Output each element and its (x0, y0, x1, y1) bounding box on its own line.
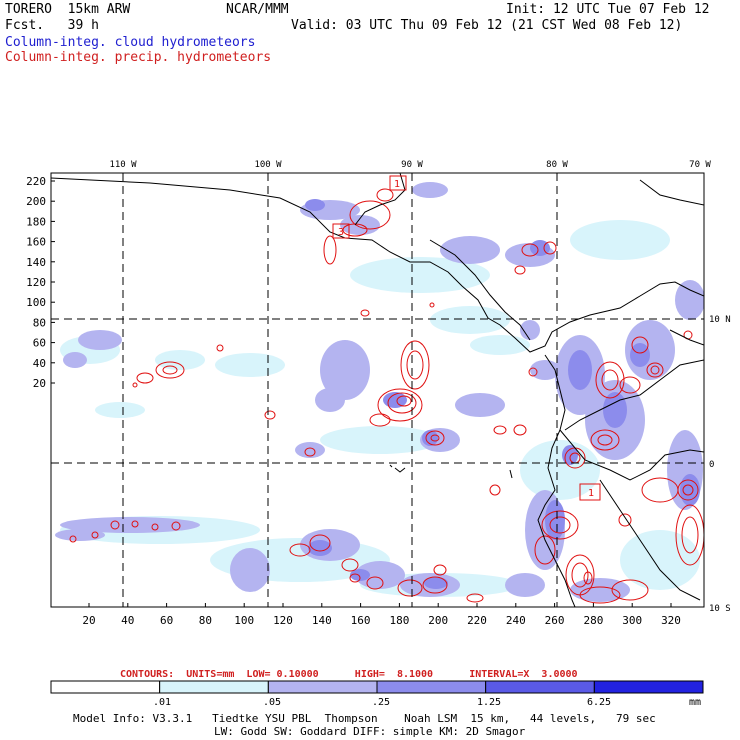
colorbar-segment (50, 680, 161, 694)
forecast-hour: Fcst. 39 h (5, 18, 99, 33)
y-tick-label: 200 (26, 195, 46, 208)
x-tick-label: 120 (273, 614, 293, 627)
colorbar-segment (159, 680, 269, 694)
x-tick-label: 240 (506, 614, 526, 627)
colorbar-segment (593, 680, 704, 694)
label-box-3 (332, 223, 350, 239)
colorbar-unit: mm (689, 697, 702, 708)
y-tick-label: 160 (26, 236, 46, 249)
lon-label: 110 W (109, 160, 137, 170)
cloud-shading (55, 182, 704, 602)
y-axis: 220 200 180 160 140 120 100 80 60 40 20 (26, 175, 46, 390)
x-tick-label: 180 (389, 614, 409, 627)
x-tick-label: 300 (622, 614, 642, 627)
model-info: Model Info: V3.3.1 Tiedtke YSU PBL Thomp… (73, 712, 656, 725)
box-label: 3 (338, 227, 344, 238)
x-tick-label: 20 (82, 614, 95, 627)
lon-label: 80 W (546, 160, 568, 170)
lat-label: 10 N (709, 315, 731, 325)
lon-label: 70 W (689, 160, 711, 170)
legend-precip: Column-integ. precip. hydrometeors (5, 50, 272, 65)
x-tick-label: 260 (545, 614, 565, 627)
colorbar-label: 6.25 (587, 697, 612, 708)
map-frame (50, 172, 705, 608)
lon-label: 100 W (254, 160, 282, 170)
y-tick-label: 100 (26, 296, 46, 309)
x-tick-label: 160 (351, 614, 371, 627)
lat-label: 10 S (709, 604, 731, 614)
y-tick-label: 180 (26, 215, 46, 228)
org-label: NCAR/MMM (226, 2, 289, 17)
precip-contours (69, 188, 704, 604)
y-tick-label: 140 (26, 256, 46, 269)
y-tick-label: 40 (33, 357, 46, 370)
y-tick-label: 220 (26, 175, 46, 188)
x-tick-label: 80 (199, 614, 212, 627)
legend-cloud: Column-integ. cloud hydrometeors (5, 35, 256, 50)
x-axis: 20 40 60 80 100 120 140 160 180 200 220 240 260 280 30… (82, 614, 681, 627)
lon-label: 90 W (401, 160, 423, 170)
x-tick-label: 220 (467, 614, 487, 627)
colorbar-label: .25 (372, 697, 391, 708)
box-label: 1 (394, 179, 400, 190)
contours-info: CONTOURS: UNITS=mm LOW= 0.10000 HIGH= 8.… (120, 669, 578, 680)
tick-marks (51, 180, 672, 607)
label-box-2 (579, 483, 601, 501)
model-info-2: LW: Godd SW: Goddard DIFF: simple KM: 2D… (214, 725, 526, 738)
colorbar (50, 680, 704, 694)
x-tick-label: 320 (661, 614, 681, 627)
colorbar-segment (376, 680, 487, 694)
x-tick-label: 60 (160, 614, 173, 627)
colorbar-label: .01 (153, 697, 172, 708)
colorbar-segment (485, 680, 595, 694)
x-tick-label: 140 (312, 614, 332, 627)
colorbar-segment (267, 680, 378, 694)
x-tick-label: 280 (583, 614, 603, 627)
box-label: 1 (588, 488, 594, 499)
valid-time: Valid: 03 UTC Thu 09 Feb 12 (21 CST Wed … (291, 18, 683, 33)
x-tick-label: 100 (234, 614, 254, 627)
x-tick-label: 40 (121, 614, 134, 627)
y-tick-label: 20 (33, 377, 46, 390)
model-title: TORERO 15km ARW (5, 2, 131, 17)
y-tick-label: 120 (26, 276, 46, 289)
y-tick-label: 60 (33, 337, 46, 350)
colorbar-label: 1.25 (477, 697, 502, 708)
y-tick-label: 80 (33, 316, 46, 329)
coastlines (51, 173, 704, 607)
lat-label: 0 (709, 460, 714, 470)
x-tick-label: 200 (428, 614, 448, 627)
label-box-1 (389, 175, 407, 191)
graticule (51, 173, 704, 607)
colorbar-label: .05 (263, 697, 282, 708)
init-time: Init: 12 UTC Tue 07 Feb 12 (506, 2, 710, 17)
